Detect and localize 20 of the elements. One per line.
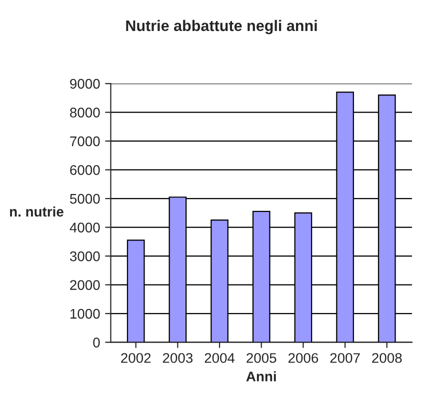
- x-tick-label: 2007: [330, 353, 360, 363]
- y-tick-label: 1000: [70, 308, 100, 319]
- x-tick-label: 2006: [288, 353, 318, 363]
- y-tick-label: 8000: [70, 108, 100, 118]
- y-tick-label: 5000: [70, 194, 100, 204]
- x-tick-label: 2005: [246, 353, 276, 363]
- y-tick-label: 2000: [70, 280, 100, 290]
- x-tick-label: 2002: [121, 353, 151, 363]
- y-tick-label: 9000: [70, 78, 100, 89]
- y-tick-label: 3000: [70, 251, 100, 262]
- y-tick-label: 4000: [70, 222, 100, 232]
- x-tick-label: 2004: [204, 353, 235, 363]
- x-tick-label: 2003: [162, 353, 193, 363]
- x-axis-title: Anni: [246, 371, 276, 382]
- y-tick-label: 7000: [70, 136, 100, 146]
- y-tick-label: 0: [93, 338, 100, 348]
- x-tick-label: 2008: [372, 353, 402, 363]
- y-axis-title: n. nutrie: [10, 206, 64, 217]
- chart-title: Nutrie abbattute negli anni: [126, 20, 317, 34]
- y-tick-label: 6000: [70, 165, 100, 175]
